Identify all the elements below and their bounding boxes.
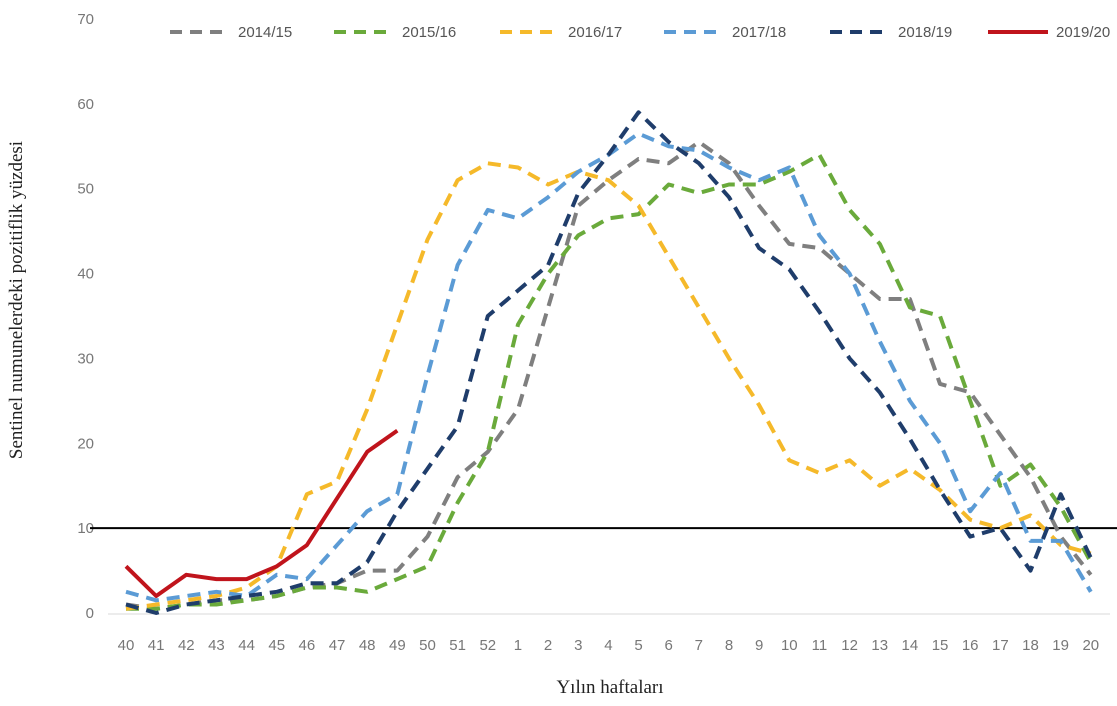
x-tick-label: 20 xyxy=(1082,637,1099,654)
y-tick-label: 50 xyxy=(77,181,94,198)
y-axis-title: Sentinel numunelerdeki pozitiflik yüzdes… xyxy=(6,141,27,459)
legend-label: 2017/18 xyxy=(732,24,786,41)
x-axis-ticks: 40 41 42 43 44 45 46 47 48 49 50 51 52 1 2 3 4 5 6 7 8 9 10 11 1… xyxy=(118,637,1099,654)
y-tick-label: 60 xyxy=(77,96,94,113)
x-tick-label: 2 xyxy=(544,637,552,654)
x-tick-label: 12 xyxy=(841,637,858,654)
series-line-2018-19 xyxy=(125,110,1093,615)
x-tick-label: 52 xyxy=(479,637,496,654)
x-tick-label: 13 xyxy=(871,637,888,654)
x-tick-label: 49 xyxy=(389,637,406,654)
x-tick-label: 43 xyxy=(208,637,225,654)
series-line-2017-18 xyxy=(125,131,1093,603)
series-line-2014-15 xyxy=(125,140,1093,611)
series-layer xyxy=(124,110,1093,615)
x-tick-label: 42 xyxy=(178,637,195,654)
legend-label: 2015/16 xyxy=(402,24,456,41)
y-tick-label: 70 xyxy=(77,11,94,28)
x-tick-label: 5 xyxy=(634,637,642,654)
y-tick-label: 10 xyxy=(77,520,94,537)
x-tick-label: 44 xyxy=(238,637,255,654)
y-axis-ticks: 0 10 20 30 40 50 60 70 xyxy=(77,11,94,622)
x-tick-label: 17 xyxy=(992,637,1009,654)
x-tick-label: 4 xyxy=(604,637,612,654)
legend-label: 2014/15 xyxy=(238,24,292,41)
y-tick-label: 0 xyxy=(86,605,94,622)
x-tick-label: 6 xyxy=(665,637,673,654)
legend-label: 2019/20 xyxy=(1056,24,1110,41)
x-tick-label: 19 xyxy=(1052,637,1069,654)
y-tick-label: 20 xyxy=(77,435,94,452)
x-tick-label: 9 xyxy=(755,637,763,654)
x-tick-label: 46 xyxy=(299,637,316,654)
y-tick-label: 30 xyxy=(77,350,94,367)
x-tick-label: 50 xyxy=(419,637,436,654)
legend-label: 2016/17 xyxy=(568,24,622,41)
legend-label: 2018/19 xyxy=(898,24,952,41)
x-tick-label: 15 xyxy=(932,637,949,654)
x-tick-label: 51 xyxy=(449,637,466,654)
x-tick-label: 1 xyxy=(514,637,522,654)
x-tick-label: 3 xyxy=(574,637,582,654)
x-tick-label: 7 xyxy=(695,637,703,654)
x-axis-title: Yılın haftaları xyxy=(556,677,663,698)
x-tick-label: 45 xyxy=(268,637,285,654)
x-tick-label: 11 xyxy=(812,637,828,654)
x-tick-label: 18 xyxy=(1022,637,1039,654)
series-line-2019-20 xyxy=(124,428,399,598)
x-tick-label: 8 xyxy=(725,637,733,654)
series-line-2015-16 xyxy=(126,152,1093,611)
x-tick-label: 40 xyxy=(118,637,135,654)
x-tick-label: 41 xyxy=(148,637,165,654)
x-tick-label: 16 xyxy=(962,637,979,654)
x-tick-label: 10 xyxy=(781,637,798,654)
legend: 2014/15 2015/16 2016/17 2017/18 2018/19 2019/… xyxy=(170,24,1110,41)
x-tick-label: 14 xyxy=(902,637,919,654)
series-line-2016-17 xyxy=(125,161,1092,611)
x-tick-label: 48 xyxy=(359,637,376,654)
x-tick-label: 47 xyxy=(329,637,346,654)
y-tick-label: 40 xyxy=(77,266,94,283)
